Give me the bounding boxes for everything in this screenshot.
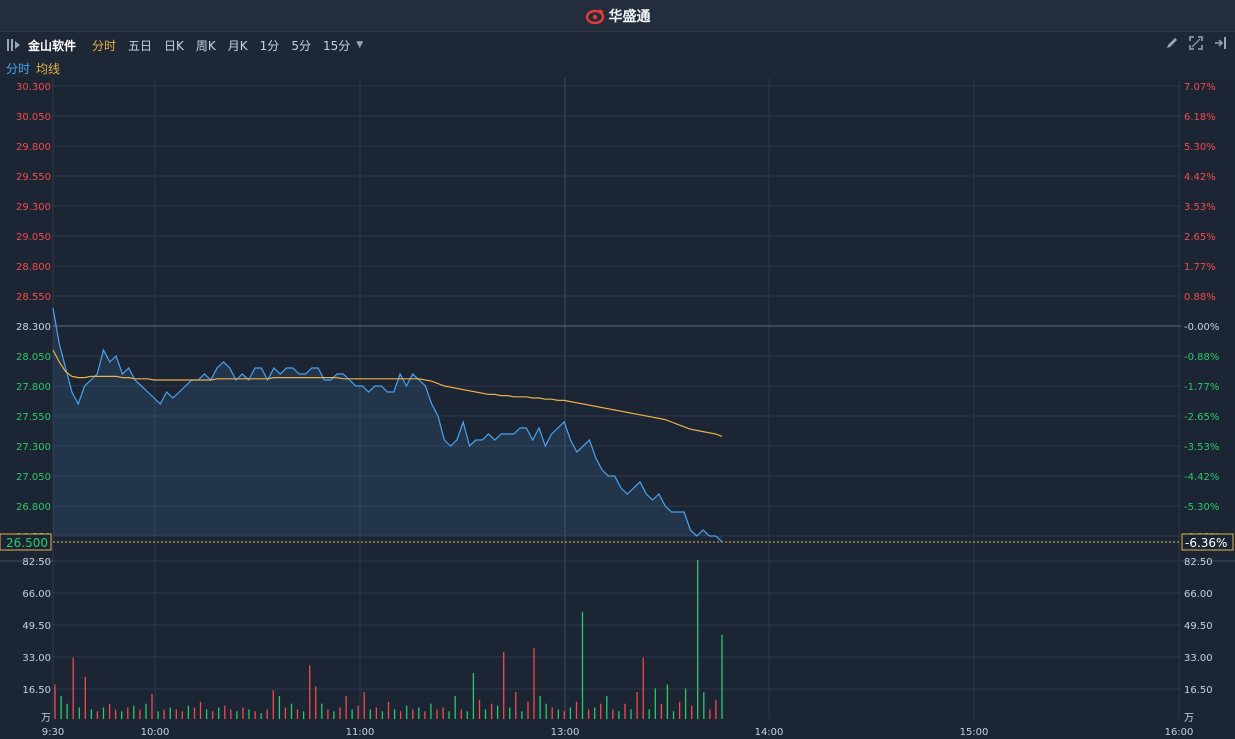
current-price-box bbox=[0, 533, 52, 551]
percent-tick-label: 3.53% bbox=[1184, 202, 1216, 213]
legend-avg: 均线 bbox=[36, 62, 61, 76]
percent-tick-label: 7.07% bbox=[1184, 82, 1216, 93]
time-tick-label: 9:30 bbox=[42, 727, 64, 738]
chevron-down-icon[interactable]: ▼ bbox=[356, 40, 364, 50]
price-tick-label: 27.800 bbox=[16, 382, 51, 393]
volume-tick-label-right: 49.50 bbox=[1184, 621, 1213, 632]
top-bar: 华盛通 bbox=[0, 0, 1235, 32]
volume-tick-label-right: 82.50 bbox=[1184, 557, 1213, 568]
price-line bbox=[52, 307, 723, 543]
legend: 分时 均线 bbox=[0, 59, 1235, 79]
price-tick-label: 28.300 bbox=[16, 322, 51, 333]
tab-15min[interactable]: 15分 bbox=[322, 38, 351, 53]
average-line bbox=[52, 349, 723, 437]
volume-tick-label: 49.50 bbox=[22, 621, 51, 632]
tab-fenshi[interactable]: 分时 bbox=[92, 38, 117, 53]
time-tick-label: 11:00 bbox=[346, 727, 375, 738]
stock-name: 金山软件 bbox=[28, 38, 77, 53]
volume-tick-label-right: 66.00 bbox=[1184, 589, 1213, 600]
current-price-label: 26.500 bbox=[6, 536, 48, 550]
brand: 华盛通 bbox=[585, 6, 651, 26]
volume-tick-label: 16.50 bbox=[22, 685, 51, 696]
price-tick-label: 27.550 bbox=[16, 412, 51, 423]
time-tick-label: 16:00 bbox=[1165, 727, 1194, 738]
pencil-icon[interactable] bbox=[1165, 36, 1179, 50]
time-tick-label: 10:00 bbox=[141, 727, 170, 738]
price-tick-label: 30.300 bbox=[16, 82, 51, 93]
percent-tick-label: 4.42% bbox=[1184, 172, 1216, 183]
tab-five-day[interactable]: 五日 bbox=[128, 38, 153, 53]
percent-tick-label: 5.30% bbox=[1184, 142, 1216, 153]
price-tick-label: 26.800 bbox=[16, 502, 51, 513]
collapse-right-icon[interactable] bbox=[1213, 36, 1227, 50]
current-pct-label: -6.36% bbox=[1185, 536, 1227, 550]
current-pct-box bbox=[1181, 533, 1234, 551]
percent-tick-label: -4.42% bbox=[1184, 472, 1219, 483]
time-tick-label: 14:00 bbox=[755, 727, 784, 738]
intraday-chart: 30.300 30.050 29.800 29.550 29.300 29.050 28.8… bbox=[0, 78, 1235, 739]
legend-price: 分时 bbox=[6, 62, 31, 76]
tab-1min[interactable]: 1分 bbox=[259, 38, 280, 53]
price-tick-label: 30.050 bbox=[16, 112, 51, 123]
price-area bbox=[53, 308, 722, 542]
percent-tick-label: -0.88% bbox=[1184, 352, 1219, 363]
percent-tick-label: -5.30% bbox=[1184, 502, 1219, 513]
tab-5min[interactable]: 5分 bbox=[291, 38, 311, 53]
price-tick-label: 27.300 bbox=[16, 442, 51, 453]
price-tick-label: 28.050 bbox=[16, 352, 51, 363]
time-tick-label: 13:00 bbox=[551, 727, 580, 738]
volume-tick-label-right: 16.50 bbox=[1184, 685, 1213, 696]
volume-tick-label-right: 33.00 bbox=[1184, 653, 1213, 664]
price-tick-label: 29.550 bbox=[16, 172, 51, 183]
brand-name: 华盛通 bbox=[608, 8, 651, 25]
price-tick-label: 29.800 bbox=[16, 142, 51, 153]
volume-tick-label-right: 万 bbox=[1184, 713, 1194, 724]
percent-tick-label: 2.65% bbox=[1184, 232, 1216, 243]
chart-background bbox=[0, 78, 1235, 739]
time-tick-label: 15:00 bbox=[960, 727, 989, 738]
tab-weekly-k[interactable]: 周K bbox=[195, 38, 216, 53]
price-tick-label: 28.800 bbox=[16, 262, 51, 273]
percent-tick-label: 1.77% bbox=[1184, 262, 1216, 273]
percent-tick-label: -1.77% bbox=[1184, 382, 1219, 393]
percent-tick-label: 0.88% bbox=[1184, 292, 1216, 303]
toolbar: 金山软件 分时 五日 日K 周K 月K 1分 5分 15分 ▼ bbox=[0, 32, 1235, 58]
volume-tick-label: 33.00 bbox=[22, 653, 51, 664]
volume-tick-label: 82.50 bbox=[22, 557, 51, 568]
volume-tick-label: 万 bbox=[41, 713, 51, 724]
price-tick-label: 28.550 bbox=[16, 292, 51, 303]
percent-tick-label: 6.18% bbox=[1184, 112, 1216, 123]
percent-tick-label: -3.53% bbox=[1184, 442, 1219, 453]
collapse-left-icon[interactable] bbox=[6, 38, 22, 52]
volume-tick-label: 66.00 bbox=[22, 589, 51, 600]
price-tick-label: 27.050 bbox=[16, 472, 51, 483]
fullscreen-icon[interactable] bbox=[1189, 36, 1203, 50]
brand-logo-icon bbox=[585, 8, 604, 24]
price-tick-label: 29.300 bbox=[16, 202, 51, 213]
percent-tick-label: -2.65% bbox=[1184, 412, 1219, 423]
tab-daily-k[interactable]: 日K bbox=[164, 38, 184, 53]
tab-monthly-k[interactable]: 月K bbox=[227, 38, 248, 53]
price-tick-label: 29.050 bbox=[16, 232, 51, 243]
percent-tick-label: -0.00% bbox=[1184, 322, 1219, 333]
